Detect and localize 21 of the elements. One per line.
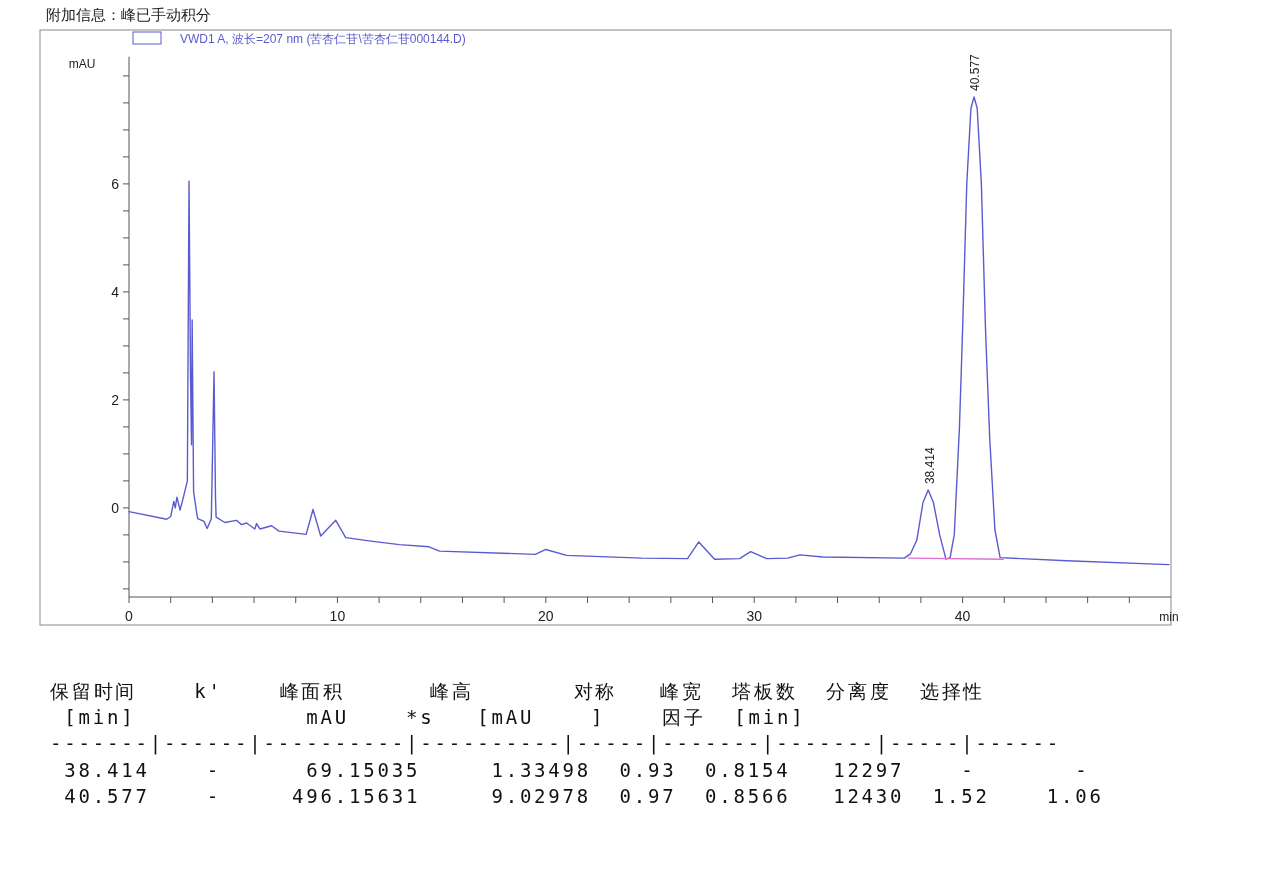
y-tick-label: 2 <box>111 391 120 408</box>
x-tick-label: 20 <box>538 608 554 624</box>
y-axis-title: mAU <box>68 57 96 71</box>
text: 40.577 - 496.15631 9.02978 0.97 0.8566 12430 1.52 1.06 <box>50 784 1104 807</box>
y-tick-label: 0 <box>111 499 120 516</box>
text: 保留时间 k' 峰面积 峰高 对称 峰宽 塔板数 分离度 选择性 <box>50 680 986 702</box>
y-tick-label: 4 <box>111 283 120 300</box>
x-tick-label: 40 <box>954 608 971 624</box>
text: 附加信息：峰已手动积分 <box>46 6 211 23</box>
text: -------|------|----------|----------|-----|-------|-------|-----|------ <box>50 732 1061 756</box>
y-tick-label: 6 <box>111 175 120 192</box>
annotation: 40.577 <box>967 53 982 91</box>
x-axis-title: min <box>1159 610 1179 624</box>
text: 38.414 - 69.15035 1.33498 0.93 0.8154 12297 - - <box>50 758 1090 781</box>
x-tick-label: 0 <box>125 608 134 624</box>
annotation: 38.414 <box>922 447 937 485</box>
x-tick-label: 10 <box>329 608 346 624</box>
legend-label: VWD1 A, 波长=207 nm (苦杏仁苷\苦杏仁苷000144.D) <box>180 32 466 46</box>
text: [min] mAU *s [mAU ] 因子 [min] <box>50 706 806 729</box>
x-tick-label: 30 <box>746 608 763 624</box>
line-series <box>128 96 1170 566</box>
